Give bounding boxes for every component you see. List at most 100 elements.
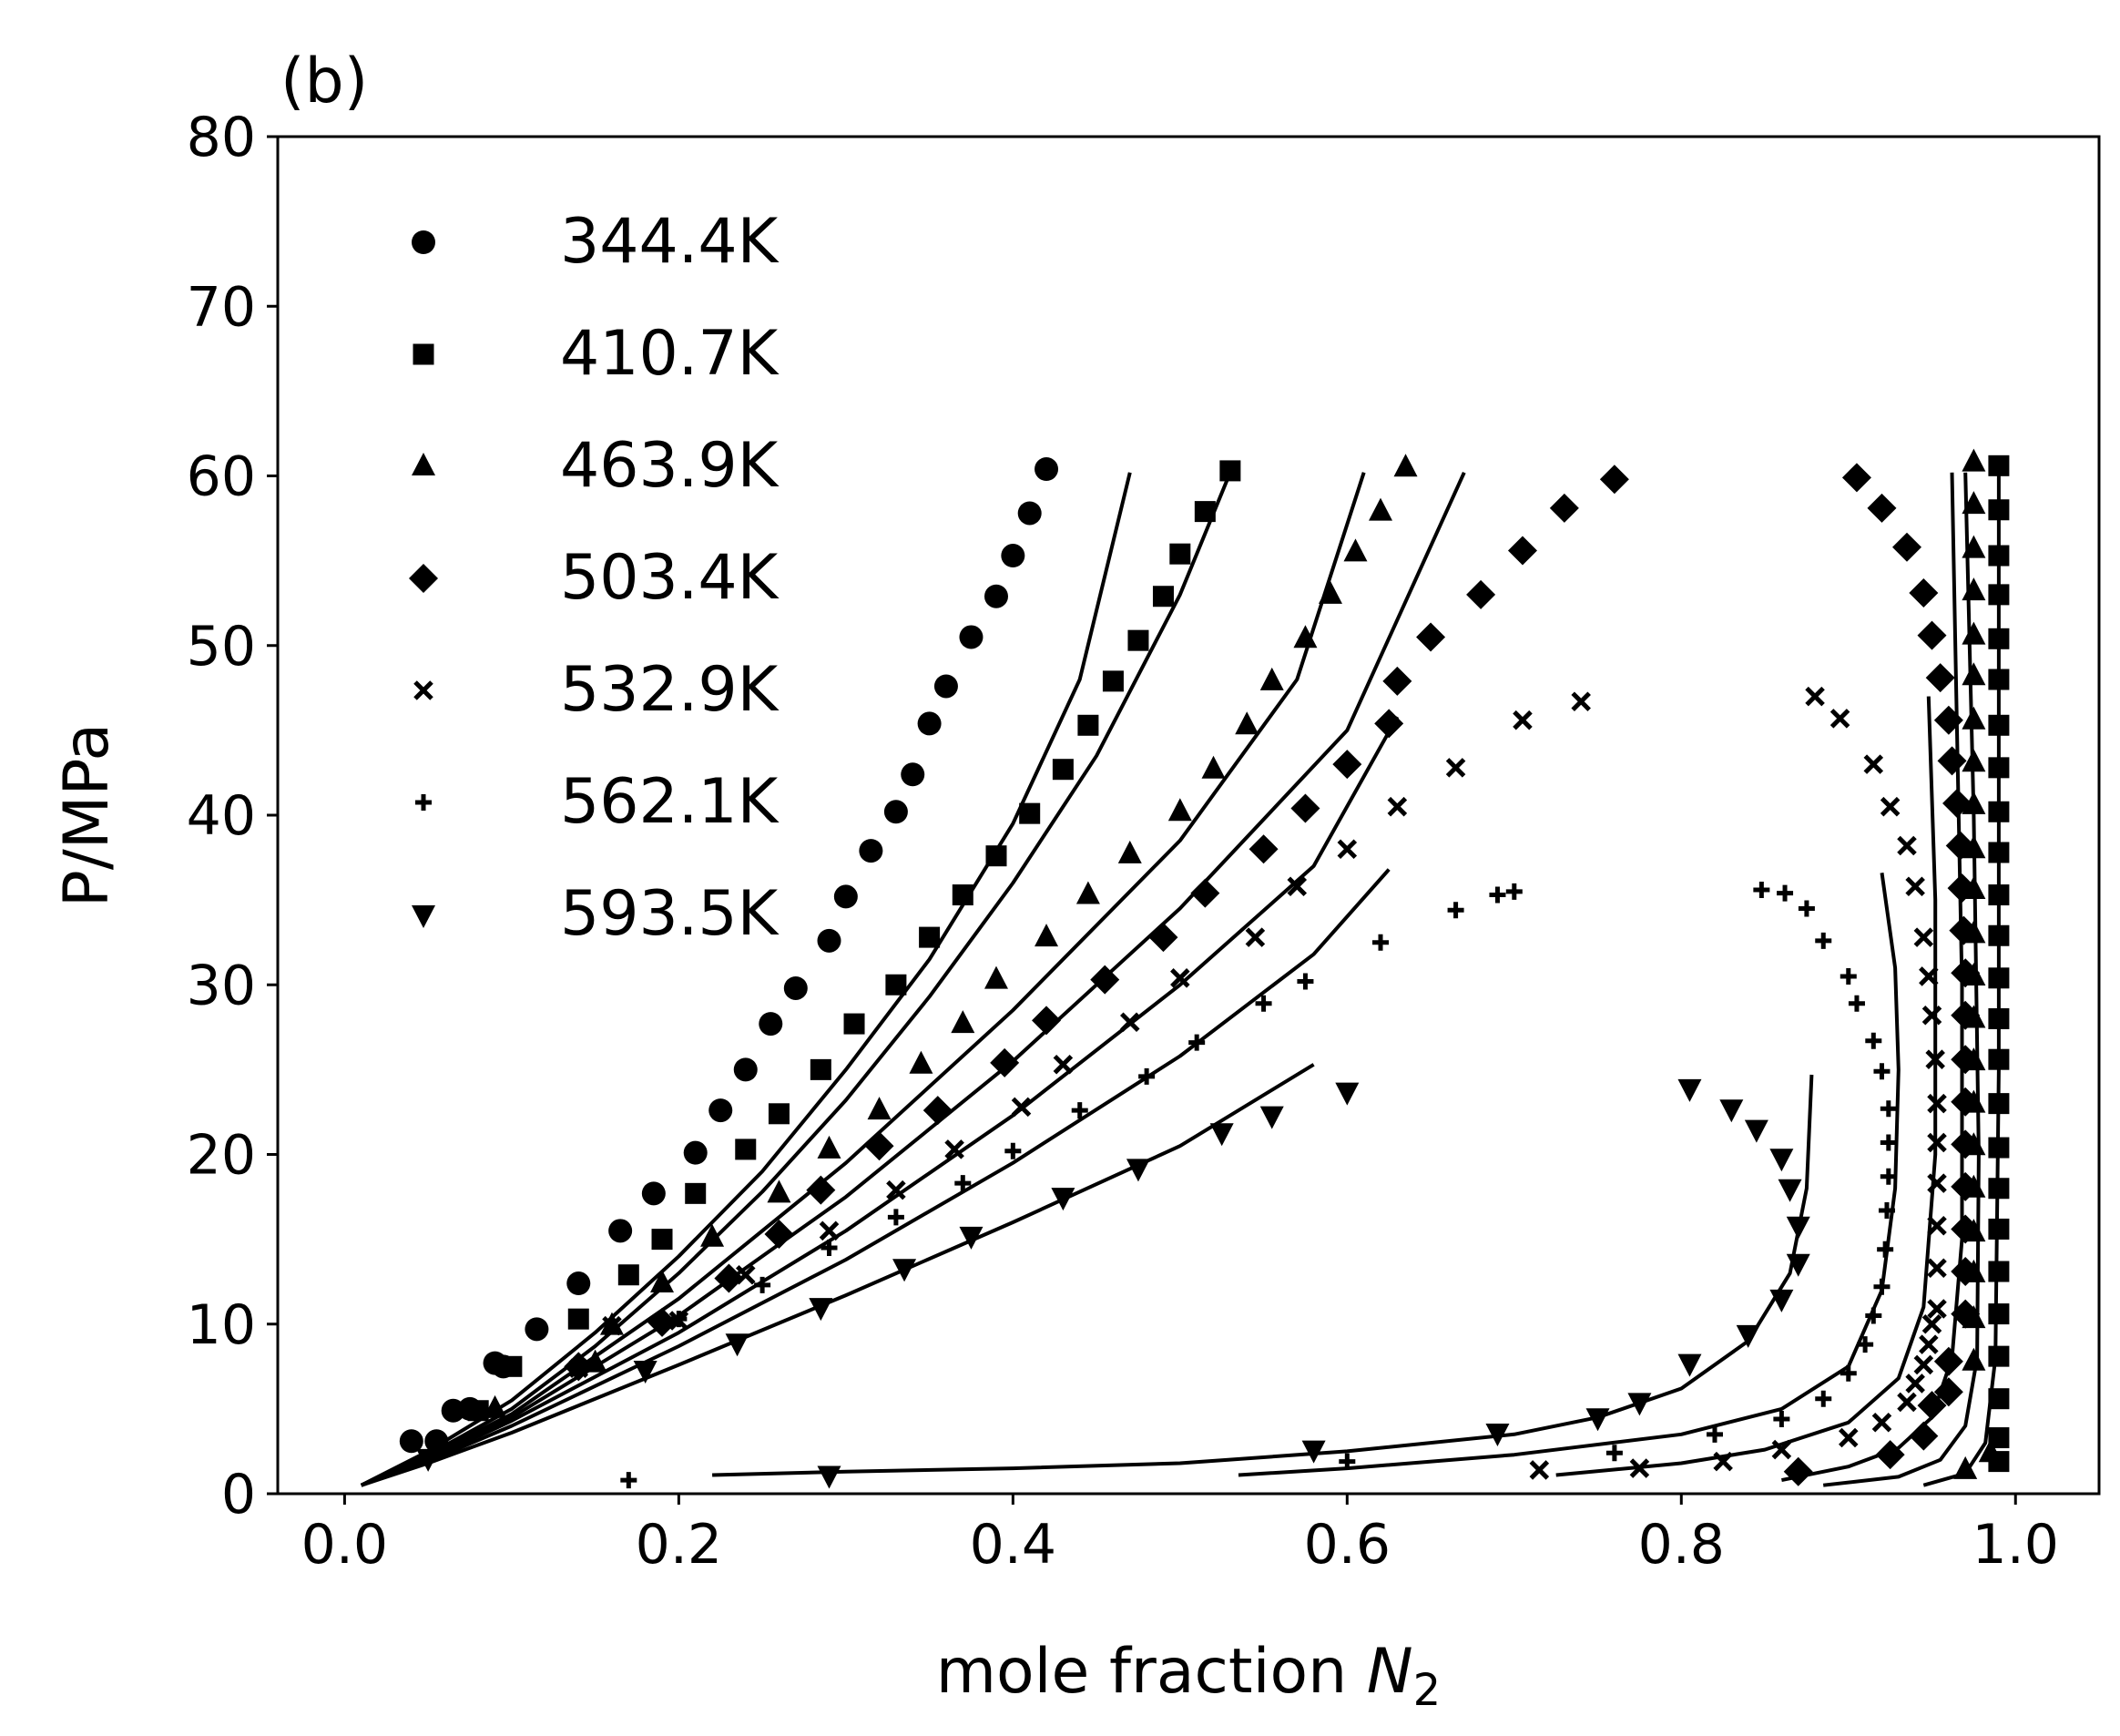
data-point bbox=[735, 1139, 757, 1160]
data-point bbox=[525, 1317, 549, 1342]
model-curve bbox=[360, 472, 1132, 1487]
data-point bbox=[620, 1472, 637, 1489]
data-point bbox=[1629, 1458, 1650, 1478]
data-point bbox=[1988, 454, 2010, 476]
data-point bbox=[886, 1179, 906, 1200]
data-point bbox=[1120, 1012, 1140, 1032]
data-point bbox=[1988, 669, 2010, 690]
data-point bbox=[1927, 1258, 1947, 1279]
data-point bbox=[1919, 1334, 1939, 1354]
data-point bbox=[708, 1098, 733, 1123]
data-point bbox=[1988, 801, 2010, 822]
data-point bbox=[1374, 709, 1404, 739]
legend-marker bbox=[412, 453, 435, 475]
model-curve bbox=[1822, 472, 1981, 1487]
data-point bbox=[1949, 915, 1979, 945]
data-point bbox=[1090, 965, 1120, 995]
data-point bbox=[1951, 1045, 1981, 1075]
data-point bbox=[1909, 578, 1939, 608]
data-point bbox=[1880, 796, 1901, 817]
data-point bbox=[685, 1182, 707, 1204]
data-point bbox=[1744, 1119, 1768, 1143]
data-point bbox=[1988, 584, 2010, 606]
data-point bbox=[1170, 968, 1190, 988]
data-point bbox=[954, 1175, 972, 1192]
data-point bbox=[1865, 1307, 1882, 1324]
data-point bbox=[1962, 706, 1986, 730]
data-point bbox=[1830, 709, 1850, 729]
data-point bbox=[1925, 663, 1955, 693]
data-point bbox=[959, 1226, 984, 1250]
data-point bbox=[1988, 1388, 2010, 1410]
data-point bbox=[1783, 1456, 1813, 1486]
data-point bbox=[1841, 463, 1871, 493]
y-tick-label: 70 bbox=[187, 275, 256, 339]
legend-marker bbox=[412, 230, 435, 254]
data-point bbox=[867, 1097, 892, 1120]
data-point bbox=[1988, 1178, 2010, 1200]
data-point bbox=[1840, 1364, 1857, 1382]
data-point bbox=[1897, 835, 1917, 856]
data-point bbox=[1988, 1261, 2010, 1282]
data-point bbox=[817, 928, 841, 953]
y-axis: 0 10 20 30 40 50 60 70 80 bbox=[187, 106, 278, 1527]
legend-marker bbox=[413, 343, 434, 365]
data-point bbox=[1778, 1179, 1802, 1202]
data-point bbox=[1585, 1408, 1610, 1432]
data-point bbox=[1905, 1373, 1925, 1394]
data-point bbox=[922, 1096, 953, 1126]
data-point bbox=[1815, 932, 1832, 949]
x-tick-label: 1.0 bbox=[1972, 1513, 2059, 1577]
data-point bbox=[1891, 532, 1921, 562]
data-point bbox=[1988, 1345, 2010, 1367]
data-point bbox=[1201, 755, 1226, 779]
data-point bbox=[1318, 580, 1342, 604]
data-point bbox=[933, 674, 958, 699]
data-point bbox=[1962, 1347, 1986, 1371]
data-point bbox=[819, 1220, 840, 1241]
model-curve bbox=[361, 868, 1391, 1487]
data-point bbox=[1978, 1439, 2003, 1463]
data-point bbox=[1771, 1439, 1792, 1460]
data-point bbox=[1913, 1354, 1934, 1375]
model-curve bbox=[360, 472, 1366, 1487]
data-point bbox=[1167, 798, 1192, 822]
legend-label: 410.7K bbox=[560, 318, 780, 390]
data-point bbox=[1988, 842, 2010, 863]
y-tick-label: 40 bbox=[187, 784, 256, 848]
data-point bbox=[1127, 629, 1149, 651]
data-point bbox=[501, 1355, 523, 1377]
data-point bbox=[1138, 1067, 1156, 1085]
data-point bbox=[1863, 754, 1884, 774]
legend-label: 344.4K bbox=[560, 206, 780, 278]
legend-label: 532.9K bbox=[560, 654, 780, 726]
data-point bbox=[1857, 1336, 1874, 1353]
data-markers bbox=[399, 448, 2010, 1489]
data-point bbox=[1188, 1034, 1206, 1051]
data-point bbox=[1339, 1453, 1356, 1470]
data-point bbox=[1962, 448, 1986, 472]
data-point bbox=[1988, 1218, 2010, 1240]
data-point bbox=[859, 839, 883, 863]
data-point bbox=[670, 1311, 688, 1328]
data-point bbox=[1549, 493, 1579, 523]
data-point bbox=[917, 711, 942, 736]
data-point bbox=[1921, 1006, 1942, 1026]
data-point bbox=[1035, 924, 1059, 947]
data-point bbox=[1507, 536, 1537, 566]
data-point bbox=[810, 1058, 831, 1080]
data-point bbox=[1297, 973, 1314, 990]
data-point bbox=[1773, 1411, 1790, 1428]
data-point bbox=[809, 1298, 833, 1322]
data-point bbox=[1927, 1132, 1947, 1153]
data-point bbox=[1075, 881, 1100, 904]
data-point bbox=[399, 1429, 423, 1454]
data-point bbox=[1293, 625, 1318, 648]
data-point bbox=[1875, 1440, 1905, 1470]
data-point bbox=[608, 1219, 633, 1243]
data-point bbox=[1988, 884, 2010, 906]
data-point bbox=[1343, 538, 1368, 562]
data-point bbox=[1877, 1241, 1894, 1258]
data-point bbox=[416, 1448, 441, 1472]
